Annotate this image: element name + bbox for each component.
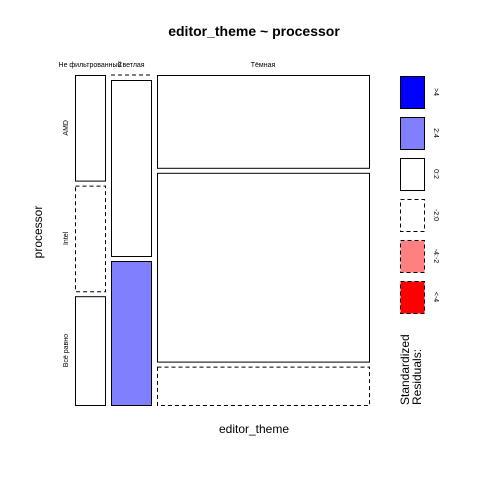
mosaic-tile bbox=[157, 366, 370, 407]
chart-title: editor_theme ~ processor bbox=[168, 23, 340, 39]
legend-swatch bbox=[400, 240, 425, 273]
mosaic-tile bbox=[75, 75, 106, 182]
column-label: Не фильтрованный bbox=[59, 61, 122, 69]
legend-swatch bbox=[400, 158, 425, 191]
residual-legend: >4 2:4 0:2 -2:0 -4:-2 <-4 StandardizedResidual… bbox=[398, 76, 439, 405]
legend-label: 2:4 bbox=[432, 128, 439, 138]
legend-label: -4:-2 bbox=[432, 249, 439, 264]
legend-title: Standardized bbox=[398, 334, 412, 405]
mosaic-tile bbox=[75, 185, 106, 293]
legend-label: <-4 bbox=[432, 292, 439, 302]
legend-swatch bbox=[400, 281, 425, 314]
y-axis-label: processor bbox=[31, 206, 45, 259]
legend-swatch bbox=[400, 117, 425, 150]
row-label: Всё равно bbox=[63, 334, 70, 367]
legend-swatch bbox=[400, 76, 425, 109]
mosaic-tile bbox=[157, 75, 370, 169]
mosaic-tile bbox=[75, 296, 106, 407]
mosaic-tile bbox=[111, 261, 152, 406]
row-label: Intel bbox=[63, 231, 70, 245]
legend-label: -2:0 bbox=[432, 209, 439, 221]
row-label: AMD bbox=[63, 120, 70, 136]
mosaic-tile bbox=[157, 172, 370, 363]
x-axis-label: editor_theme bbox=[219, 422, 289, 436]
legend-title: Residuals: bbox=[410, 349, 424, 405]
legend-swatch bbox=[400, 199, 425, 232]
column-label: Тёмная bbox=[251, 62, 276, 69]
column-label: Светлая bbox=[117, 62, 144, 69]
mosaic-tile bbox=[111, 80, 152, 257]
legend-label: >4 bbox=[432, 88, 439, 96]
legend-label: 0:2 bbox=[432, 169, 439, 179]
